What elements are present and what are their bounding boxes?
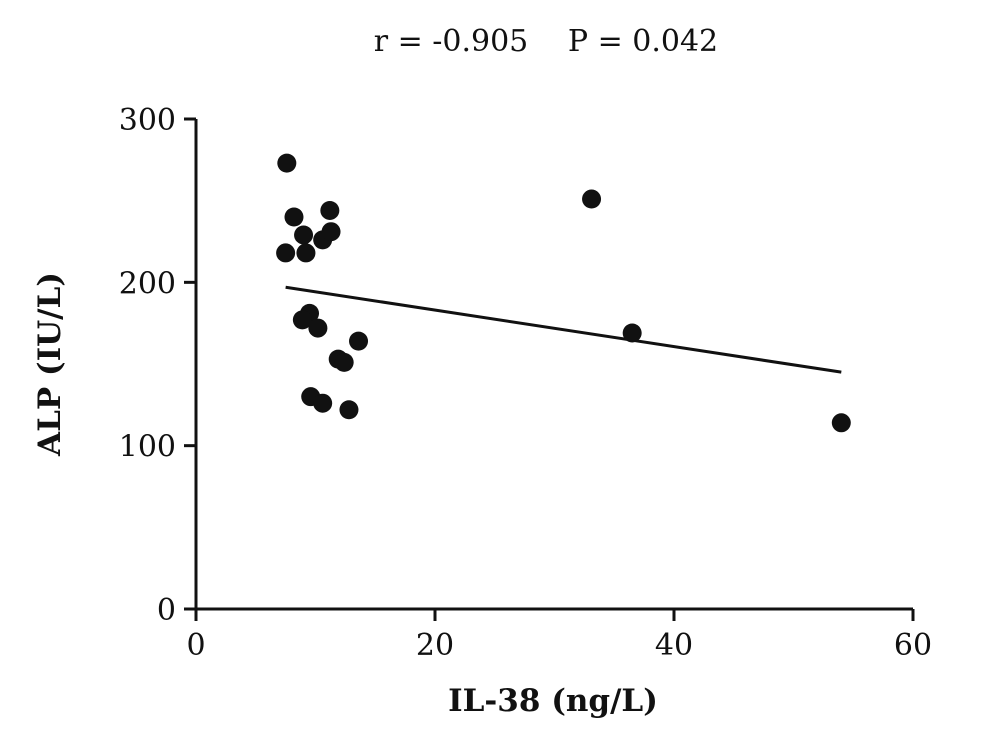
data-point xyxy=(622,323,642,343)
y-axis: 0 100 200 300 xyxy=(119,103,198,628)
data-point xyxy=(831,413,851,433)
trendline-group xyxy=(285,285,842,374)
trendline xyxy=(285,285,842,374)
data-point xyxy=(292,310,312,330)
data-point xyxy=(296,243,316,263)
y-axis-title: ALP (IU/L) xyxy=(32,272,68,457)
data-point xyxy=(276,243,296,263)
data-points xyxy=(276,153,851,433)
x-tick-label: 40 xyxy=(655,628,693,663)
y-tick-label: 300 xyxy=(119,103,176,138)
data-point xyxy=(334,352,354,372)
data-point xyxy=(294,225,314,245)
correlation-r: r = -0.905 xyxy=(374,24,529,59)
data-point xyxy=(582,189,602,209)
data-point xyxy=(349,331,369,351)
x-tick-label: 0 xyxy=(186,628,205,663)
data-point xyxy=(321,222,341,242)
data-point xyxy=(277,153,297,173)
y-tick-label: 0 xyxy=(157,593,176,628)
y-tick-label: 200 xyxy=(119,266,176,301)
y-tick-label: 100 xyxy=(119,430,176,465)
data-point xyxy=(339,400,359,420)
x-tick-label: 60 xyxy=(894,628,932,663)
data-point xyxy=(320,200,340,220)
x-axis-title: IL-38 (ng/L) xyxy=(448,683,658,719)
x-axis: 0 20 40 60 xyxy=(186,607,932,663)
data-point xyxy=(284,207,304,227)
data-point xyxy=(308,318,328,338)
p-value: P = 0.042 xyxy=(568,24,718,59)
x-tick-label: 20 xyxy=(416,628,454,663)
data-point xyxy=(313,393,333,413)
